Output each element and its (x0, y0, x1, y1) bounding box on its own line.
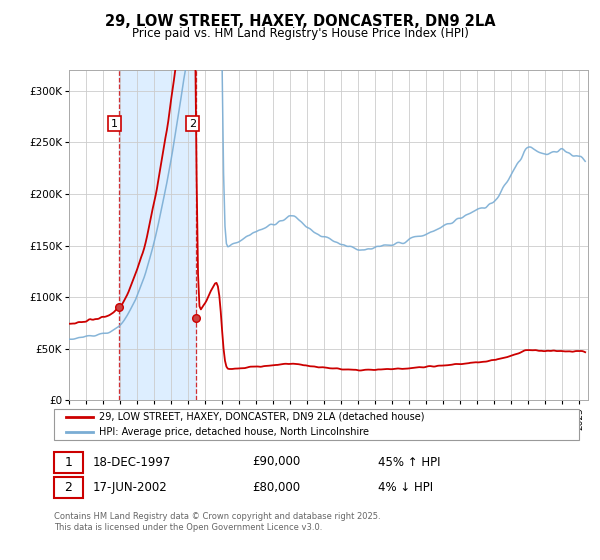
Bar (119, 70, 196, 400)
Text: 29, LOW STREET, HAXEY, DONCASTER, DN9 2LA: 29, LOW STREET, HAXEY, DONCASTER, DN9 2L… (104, 14, 496, 29)
Text: Contains HM Land Registry data © Crown copyright and database right 2025.
This d: Contains HM Land Registry data © Crown c… (54, 512, 380, 532)
Text: 18-DEC-1997: 18-DEC-1997 (93, 455, 172, 469)
Text: £80,000: £80,000 (252, 480, 300, 494)
Text: 1: 1 (111, 119, 118, 129)
Text: £90,000: £90,000 (252, 455, 300, 469)
Text: 45% ↑ HPI: 45% ↑ HPI (378, 455, 440, 469)
Text: HPI: Average price, detached house, North Lincolnshire: HPI: Average price, detached house, Nort… (99, 427, 369, 437)
Text: 4% ↓ HPI: 4% ↓ HPI (378, 480, 433, 494)
Text: 29, LOW STREET, HAXEY, DONCASTER, DN9 2LA (detached house): 29, LOW STREET, HAXEY, DONCASTER, DN9 2L… (99, 412, 425, 422)
Text: 1: 1 (64, 455, 73, 469)
Text: 17-JUN-2002: 17-JUN-2002 (93, 480, 168, 494)
Text: 2: 2 (189, 119, 196, 129)
Text: 2: 2 (64, 480, 73, 494)
Text: Price paid vs. HM Land Registry's House Price Index (HPI): Price paid vs. HM Land Registry's House … (131, 27, 469, 40)
